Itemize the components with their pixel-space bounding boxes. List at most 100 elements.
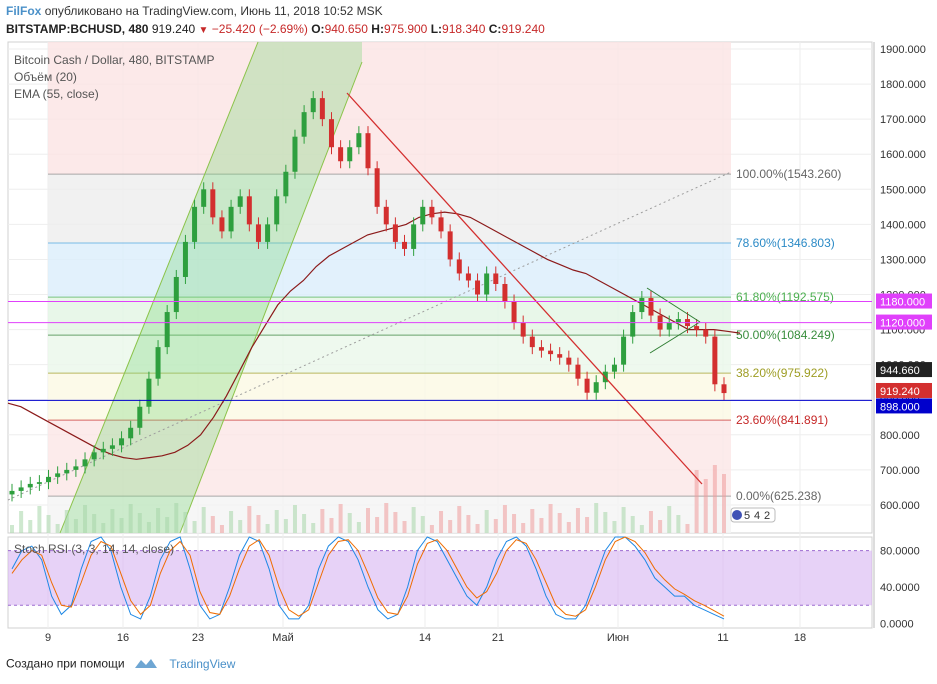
fib-zone [48, 174, 731, 244]
candle-body [137, 406, 143, 428]
stoch-y-tick-label: 40.0000 [880, 582, 920, 594]
candle-body [593, 382, 599, 393]
volume-bar [648, 511, 653, 533]
volume-bar [420, 516, 425, 533]
candle-body [493, 273, 499, 284]
price-label-box [876, 362, 932, 378]
volume-bar [256, 515, 261, 533]
volume-bar [475, 524, 480, 533]
candle-body [119, 438, 125, 446]
volume-bar [539, 518, 544, 533]
volume-bar [292, 505, 297, 533]
candle-body [611, 364, 617, 372]
candle-body [146, 378, 152, 407]
volume-bar [146, 522, 151, 533]
candle-body [648, 298, 654, 316]
tradingview-link[interactable]: TradingView [169, 656, 236, 671]
tradingview-logo-icon [134, 656, 158, 673]
volume-bar [83, 505, 88, 533]
close-label: C: [488, 22, 502, 36]
volume-bar [722, 474, 726, 533]
candle-body [392, 224, 398, 242]
author-name[interactable]: FilFox [6, 4, 42, 18]
fib-zone [48, 243, 731, 298]
open-label: O: [311, 22, 325, 36]
legend-stoch: Stoch RSI (3, 3, 14, 14, close) [14, 542, 175, 556]
candle-body [675, 319, 681, 323]
candle-body [721, 384, 727, 394]
dotted-trend-line [7, 171, 732, 501]
volume-bar [493, 519, 498, 533]
candle-body [374, 168, 380, 207]
volume-bar [265, 524, 270, 533]
candle-body [237, 196, 243, 207]
volume-bar [457, 506, 462, 533]
candle-body [511, 301, 517, 323]
x-tick-label: Май [272, 632, 294, 644]
y-tick-label: 1800.000 [880, 79, 926, 91]
volume-bar [439, 511, 444, 533]
stoch-y-tick-label: 0.0000 [880, 618, 914, 630]
volume-bar [46, 515, 51, 533]
candle-body [347, 147, 353, 162]
price-label-box [876, 293, 932, 309]
volume-bar [521, 523, 526, 533]
volume-bar [338, 504, 343, 533]
volume-bar [429, 525, 434, 533]
price-label-text: 919.240 [880, 386, 920, 398]
last-price: 919.240 [151, 22, 196, 36]
volume-bar [64, 510, 69, 533]
high-value: 975.900 [383, 22, 428, 36]
low-label: L: [430, 22, 443, 36]
open-value: 940.650 [324, 22, 368, 36]
volume-bar [366, 508, 370, 533]
candle-body [255, 224, 261, 242]
x-tick-label: 18 [794, 632, 806, 644]
volume-bar [219, 525, 224, 533]
candle-body [283, 171, 289, 197]
candle-body [383, 206, 389, 225]
volume-bar [685, 524, 690, 533]
volume-bar [557, 513, 562, 533]
volume-bar [183, 512, 188, 533]
stoch-series-d [11, 536, 725, 617]
candle-body [91, 452, 97, 460]
publish-info: опубликовано на TradingView.com, Июнь 11… [44, 4, 383, 18]
candle-body [18, 487, 24, 491]
volume-bar [484, 510, 489, 533]
stoch-y-tick-label: 80.0000 [880, 546, 920, 558]
volume-bar [274, 510, 279, 533]
volume-bar [110, 509, 115, 533]
price-label-box [876, 398, 932, 414]
high-label: H: [371, 22, 384, 36]
x-tick-label: 9 [45, 632, 51, 644]
candle-body [109, 445, 115, 449]
fib-zone [48, 335, 731, 374]
volume-bar [165, 517, 170, 533]
descending-trendline [346, 92, 703, 485]
candle-body [210, 189, 216, 218]
candle-body [520, 322, 526, 337]
candle-body [566, 357, 572, 365]
candle-body [265, 224, 271, 242]
candle-body [9, 490, 15, 495]
price-change: −25.420 (−2.69%) [211, 22, 308, 36]
fib-zone [48, 297, 731, 336]
candle-body [219, 217, 225, 232]
candle-body [502, 283, 508, 302]
fib-level-label: 100.00%(1543.260) [736, 167, 841, 181]
ohlc-line: BITSTAMP:BCHUSD, 480 919.240 ▼ −25.420 (… [6, 22, 545, 36]
candle-body [27, 483, 33, 488]
x-tick-label: 16 [117, 632, 129, 644]
candle-body [274, 196, 280, 225]
volume-bar [192, 521, 197, 533]
candle-body [338, 147, 344, 162]
volume-bar [621, 507, 626, 533]
volume-bar [530, 509, 535, 533]
candle-body [712, 336, 718, 385]
volume-bar [393, 512, 398, 533]
y-tick-label: 1300.000 [880, 254, 926, 266]
symbol-label: BITSTAMP:BCHUSD, 480 [6, 22, 149, 36]
volume-bar [667, 506, 672, 533]
